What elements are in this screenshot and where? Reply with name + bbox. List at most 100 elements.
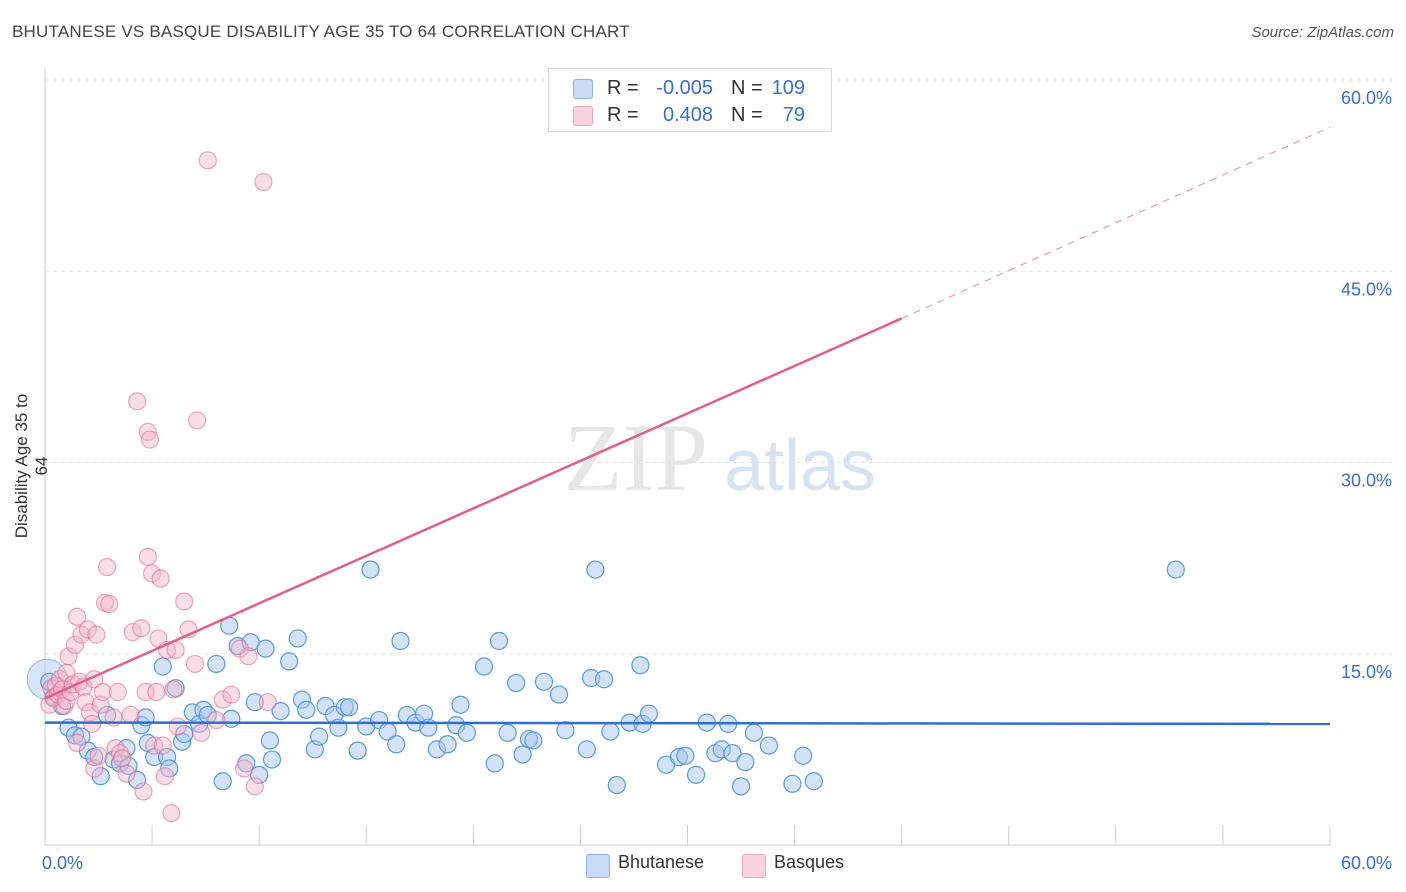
bhutanese-point	[676, 746, 695, 765]
bhutanese-point	[686, 765, 706, 784]
bhutanese-point	[288, 629, 307, 648]
basques-point	[258, 693, 277, 712]
basques-point	[138, 547, 157, 566]
bhutanese-point	[594, 670, 614, 689]
basques-trend-extrapolation	[901, 126, 1331, 320]
bottom-legend-swatch-basques	[742, 854, 766, 878]
bhutanese-point	[601, 722, 620, 741]
basques-point	[132, 619, 151, 638]
bhutanese-point	[731, 777, 751, 796]
basques-point	[89, 746, 108, 765]
tick-labels: 15.0% 30.0% 45.0% 60.0% 0.0% 60.0%	[42, 88, 1392, 873]
legend-n-value: 79	[782, 104, 805, 126]
bhutanese-point	[631, 656, 650, 675]
x-tick-label-min: 0.0%	[42, 853, 83, 873]
legend-swatch-basques	[573, 106, 593, 126]
bhutanese-point	[474, 657, 494, 676]
watermark-atlas: atlas	[724, 426, 876, 506]
y-tick-label: 15.0%	[1341, 662, 1392, 682]
bhutanese-point	[498, 723, 517, 742]
bhutanese-trend-line	[44, 721, 1331, 726]
basques-point	[140, 430, 160, 449]
legend-row-basques: R = 0.408 N = 79	[549, 102, 831, 130]
basques-point	[108, 682, 127, 702]
legend-n-value: 109	[771, 77, 805, 99]
y-tick-label: 60.0%	[1341, 88, 1392, 108]
basques-point	[153, 736, 172, 755]
basques-point	[93, 682, 112, 702]
basques-point	[57, 691, 76, 711]
basques-point	[175, 592, 194, 611]
basques-point	[100, 594, 119, 614]
basques-point	[98, 557, 117, 577]
bhutanese-point	[607, 775, 626, 795]
basques-point	[134, 782, 153, 801]
basques-point	[155, 767, 175, 786]
bhutanese-point	[783, 774, 802, 793]
bhutanese-point	[485, 754, 504, 773]
bhutanese-point	[213, 772, 232, 791]
chart-title: BHUTANESE VS BASQUE DISABILITY AGE 35 TO…	[12, 22, 630, 41]
bhutanese-point	[297, 700, 316, 719]
basques-points	[40, 151, 277, 823]
basques-point	[235, 759, 254, 778]
x-tick-label-max: 60.0%	[1341, 853, 1392, 873]
basques-point	[123, 622, 142, 642]
basques-point	[68, 733, 87, 753]
bhutanese-point	[310, 727, 329, 746]
bhutanese-point	[262, 750, 282, 769]
bhutanese-point	[507, 673, 526, 693]
basques-point	[151, 569, 170, 588]
legend-row-bhutanese: R = -0.005 N = 109	[549, 75, 831, 103]
basques-point	[168, 717, 187, 736]
correlation-legend: R = -0.005 N = 109 R = 0.408 N = 79	[548, 68, 832, 132]
legend-n-label: N =	[731, 104, 763, 126]
watermark: ZIP atlas	[564, 404, 876, 511]
bhutanese-point	[271, 702, 290, 721]
bhutanese-point	[348, 741, 367, 760]
bhutanese-point	[736, 753, 755, 772]
bhutanese-point	[513, 745, 532, 764]
bhutanese-point	[639, 704, 659, 723]
bhutanese-point	[153, 657, 172, 676]
basques-point	[127, 392, 147, 411]
trend-lines	[44, 126, 1331, 726]
basques-point	[207, 710, 226, 730]
basques-point	[68, 607, 87, 626]
y-axis-label: Disability Age 35 to 64	[12, 393, 51, 539]
bhutanese-point	[340, 698, 359, 717]
y-tick-label: 30.0%	[1341, 471, 1392, 491]
bhutanese-point	[457, 723, 477, 742]
bhutanese-point	[222, 709, 241, 728]
basques-point	[78, 620, 97, 639]
basques-point	[198, 151, 217, 170]
basques-point	[142, 564, 162, 583]
legend-r-value: 0.408	[662, 104, 713, 126]
legend-r-label: R =	[607, 77, 639, 99]
y-tick-label: 45.0%	[1341, 279, 1392, 299]
bhutanese-point	[586, 560, 605, 579]
bottom-legend-swatch-bhutanese	[586, 854, 610, 878]
bhutanese-point	[280, 652, 299, 671]
bhutanese-point	[549, 685, 569, 704]
basques-point	[254, 172, 273, 192]
bhutanese-point	[245, 693, 264, 712]
bhutanese-points	[26, 560, 1185, 796]
basques-point	[187, 411, 207, 430]
basques-point	[76, 693, 95, 712]
legend-r-value: -0.005	[656, 77, 713, 99]
legend-swatch-bhutanese	[573, 79, 593, 99]
basques-point	[162, 804, 181, 823]
basques-point	[87, 625, 106, 644]
bhutanese-point	[1166, 560, 1185, 579]
basques-point	[121, 705, 140, 725]
bhutanese-point	[794, 746, 813, 765]
basques-point	[192, 723, 211, 742]
bhutanese-point	[556, 721, 575, 740]
bhutanese-point	[524, 731, 543, 750]
bhutanese-point	[361, 560, 380, 579]
basques-point	[245, 777, 264, 796]
bottom-legend-label-bhutanese: Bhutanese	[618, 852, 705, 872]
basques-point	[112, 749, 132, 768]
legend-n-label: N =	[731, 77, 763, 99]
